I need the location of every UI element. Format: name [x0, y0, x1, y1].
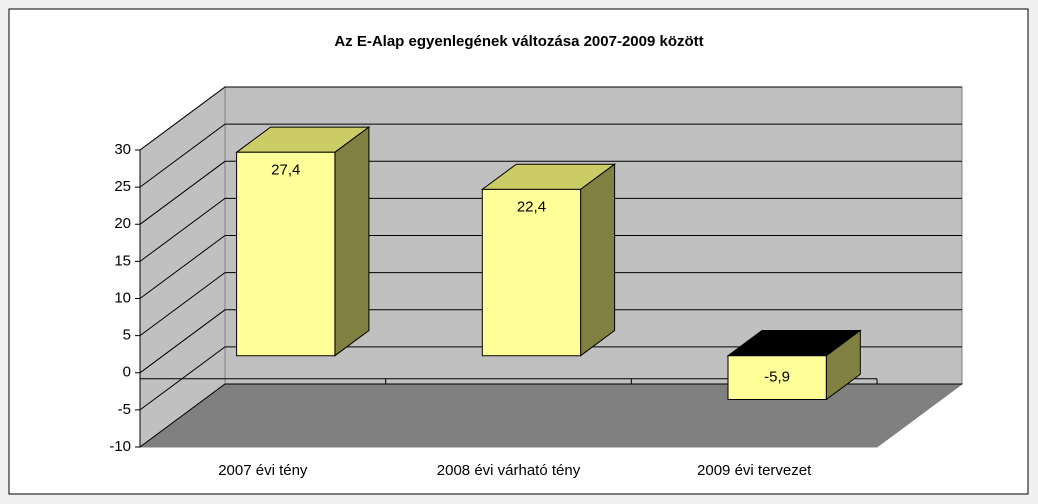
- y-tick-label: 0: [123, 364, 131, 381]
- bar-side: [334, 126, 370, 357]
- floor: [138, 383, 964, 448]
- y-tick-label: 15: [114, 252, 131, 269]
- grid-line: [139, 86, 962, 151]
- y-tick-label: 5: [123, 327, 131, 344]
- grid-line: [139, 272, 962, 337]
- bar: [236, 151, 336, 357]
- x-tick-label: 2009 évi tervezet: [697, 462, 812, 479]
- chart-title: Az E-Alap egyenlegének változása 2007-20…: [334, 33, 703, 50]
- grid-line: [139, 123, 962, 188]
- grid-line: [139, 197, 962, 262]
- x-tick-label: 2007 évi tény: [218, 462, 308, 479]
- value-label: 27,4: [271, 161, 300, 178]
- grid-line: [139, 235, 962, 299]
- bar: [727, 355, 827, 400]
- grid-line: [139, 160, 962, 225]
- y-tick-label: 20: [114, 215, 131, 232]
- x-tick-label: 2008 évi várható tény: [437, 462, 581, 479]
- grid-line: [139, 383, 962, 448]
- bar: [481, 188, 582, 357]
- y-tick-label: 30: [114, 141, 131, 158]
- y-tick-label: -5: [118, 401, 131, 418]
- y-tick-label: 10: [114, 289, 131, 306]
- grid-line: [139, 346, 962, 411]
- value-label: 22,4: [517, 198, 546, 215]
- value-label: -5,9: [764, 369, 790, 386]
- y-tick-label: -10: [109, 438, 131, 455]
- grid-line: [139, 309, 962, 374]
- bar-side: [580, 163, 616, 357]
- y-tick-label: 25: [114, 178, 131, 195]
